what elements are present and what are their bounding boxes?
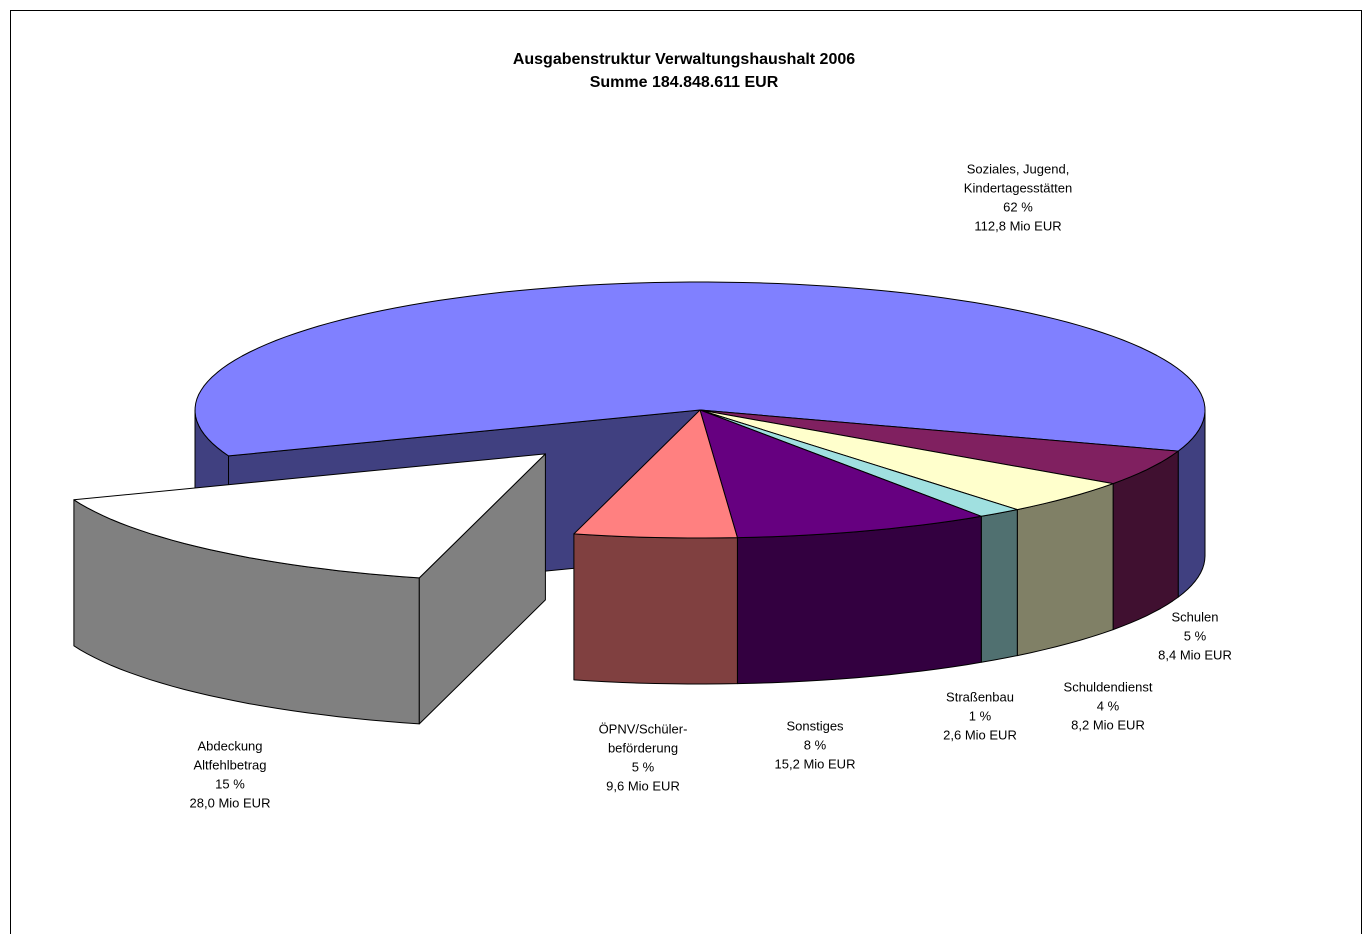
value-label: 2,6 Mio EUR [943, 727, 1017, 742]
chart-title: Ausgabenstruktur Verwaltungshaushalt 200… [513, 51, 855, 68]
slice-label: Altfehlbetrag [194, 757, 267, 772]
value-label: 112,8 Mio EUR [974, 218, 1061, 233]
slice-side [980, 509, 1018, 663]
slice [699, 409, 982, 539]
value-label: 28,0 Mio EUR [190, 795, 271, 810]
percent-label: 5 % [1184, 628, 1207, 643]
pie [73, 281, 1206, 725]
labels: Ausgabenstruktur Verwaltungshaushalt 200… [190, 51, 1232, 810]
slice-label: Schuldendienst [1064, 679, 1153, 694]
slice-label: beförderung [608, 740, 678, 755]
value-label: 15,2 Mio EUR [775, 756, 856, 771]
slice-label: Sonstiges [786, 718, 844, 733]
chart-title: Summe 184.848.611 EUR [590, 74, 779, 91]
slice-side [573, 533, 738, 685]
slice [73, 453, 546, 579]
percent-label: 4 % [1097, 698, 1120, 713]
percent-label: 62 % [1003, 199, 1033, 214]
slice-label: ÖPNV/Schüler- [599, 721, 688, 736]
slice-side [736, 515, 982, 685]
value-label: 9,6 Mio EUR [606, 778, 680, 793]
slice [194, 281, 1206, 457]
slice-label: Abdeckung [197, 738, 262, 753]
slice-label: Straßenbau [946, 689, 1014, 704]
percent-label: 5 % [632, 759, 655, 774]
slice-label: Kindertagesstätten [964, 180, 1072, 195]
percent-label: 1 % [969, 708, 992, 723]
value-label: 8,2 Mio EUR [1071, 717, 1145, 732]
slice-label: Schulen [1172, 609, 1219, 624]
slice [573, 409, 738, 539]
percent-label: 15 % [215, 776, 245, 791]
value-label: 8,4 Mio EUR [1158, 647, 1232, 662]
slice [699, 409, 1179, 485]
slice-label: Soziales, Jugend, [967, 161, 1070, 176]
slice [699, 409, 1114, 511]
slice-side [1016, 483, 1114, 657]
percent-label: 8 % [804, 737, 827, 752]
